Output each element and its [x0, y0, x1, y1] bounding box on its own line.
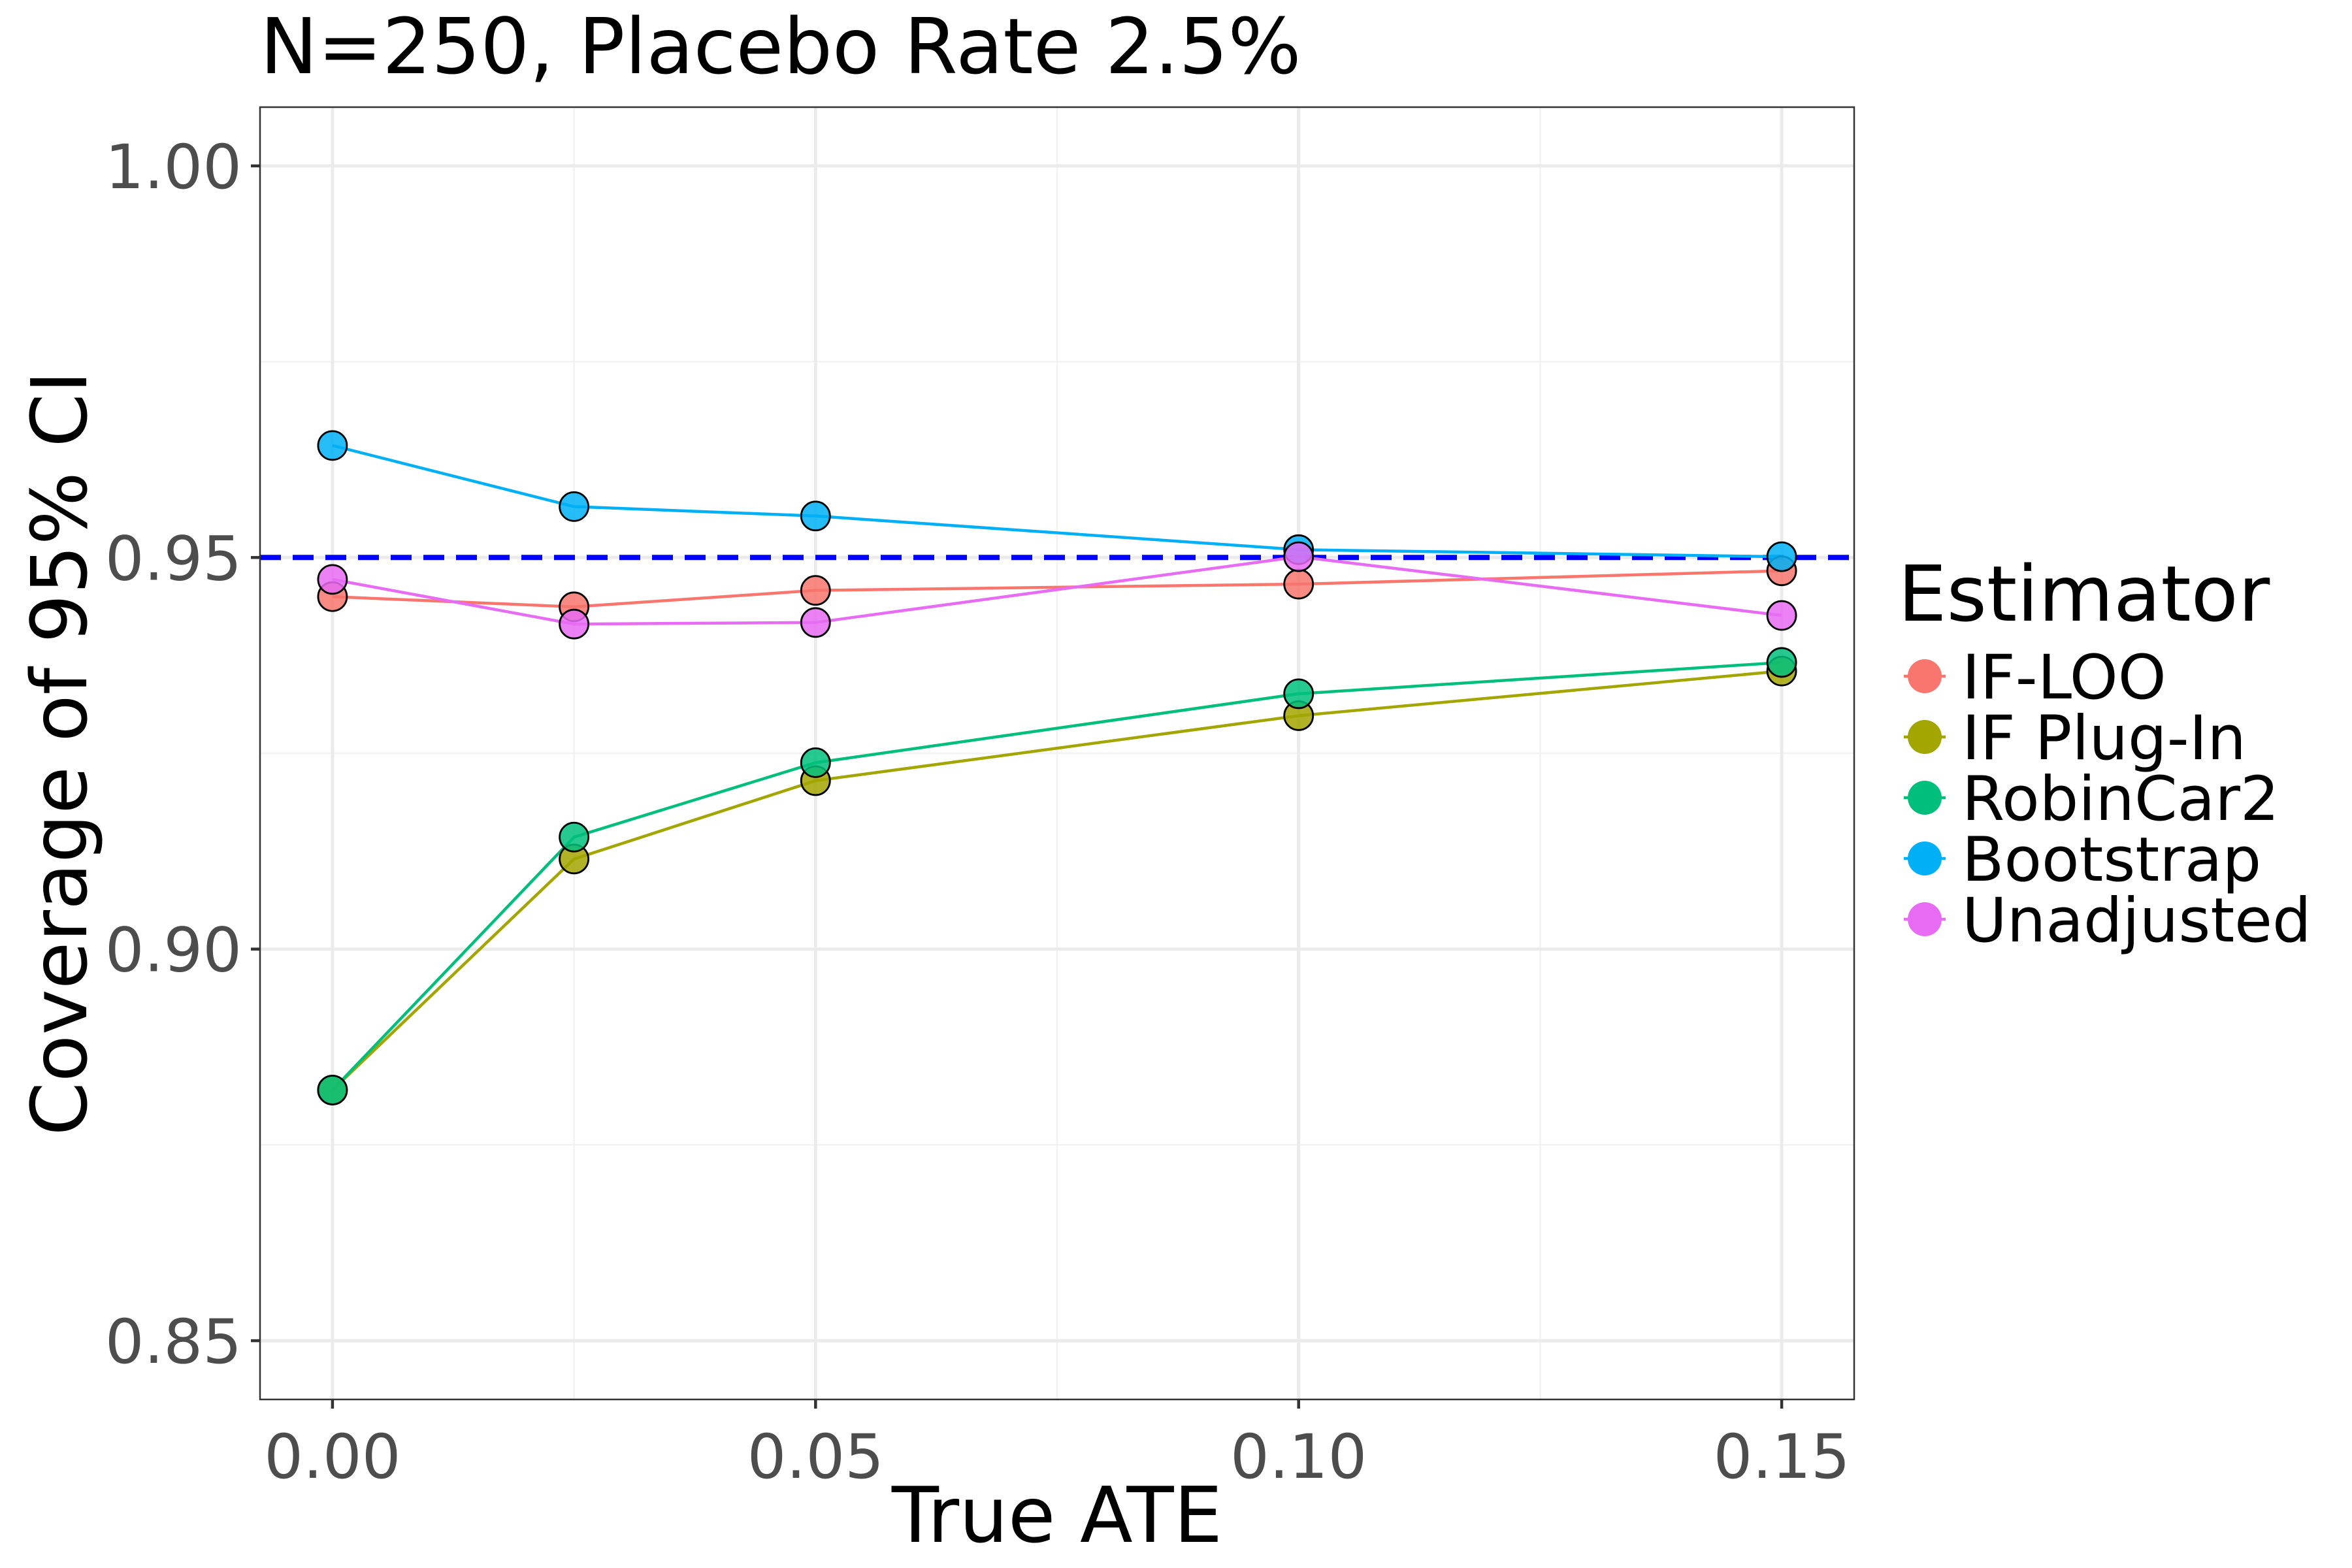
data-point-unadjusted: [317, 564, 348, 595]
legend-item-unadjusted: Unadjusted: [1904, 885, 2311, 956]
x-tick-label: 0.10: [1230, 1422, 1367, 1493]
data-point-robincar2: [559, 821, 590, 853]
y-tick-label: 0.90: [105, 915, 242, 987]
legend-item-if-plug-in: IF Plug-In: [1904, 703, 2246, 774]
legend-label: IF Plug-In: [1962, 703, 2246, 774]
data-point-unadjusted: [1283, 541, 1315, 572]
data-point-bootstrap: [800, 500, 831, 532]
y-axis-title: Coverage of 95% CI: [14, 370, 105, 1135]
x-axis: 0.00 0.05 0.10 0.15: [264, 1399, 1850, 1493]
legend-label: RobinCar2: [1962, 764, 2279, 835]
data-point-if-loo: [800, 575, 831, 606]
data-point-unadjusted: [559, 608, 590, 640]
legend-key-dot: [1908, 781, 1942, 815]
y-tick-label: 0.85: [105, 1307, 242, 1378]
data-point-robincar2: [1766, 647, 1797, 678]
legend-title: Estimator: [1898, 549, 2270, 639]
data-point-robincar2: [800, 747, 831, 778]
y-tick-label: 1.00: [105, 132, 242, 203]
data-point-bootstrap: [559, 491, 590, 522]
legend-key-dot: [1908, 902, 1942, 936]
data-point-bootstrap: [317, 430, 348, 461]
legend-item-if-loo: IF-LOO: [1904, 642, 2166, 713]
legend-item-robincar2: RobinCar2: [1904, 764, 2279, 835]
data-point-if-loo: [1283, 568, 1315, 600]
panel-border: [259, 106, 1855, 1401]
plot-panel: [259, 106, 1855, 1401]
data-point-unadjusted: [800, 607, 831, 638]
legend-label: Bootstrap: [1962, 825, 2261, 896]
data-point-robincar2: [1283, 678, 1315, 710]
legend-key-dot: [1908, 841, 1942, 875]
chart-title: N=250, Placebo Rate 2.5%: [260, 1, 1301, 91]
legend-label: Unadjusted: [1962, 885, 2311, 956]
legend-key-dot: [1908, 659, 1942, 693]
x-axis-title: True ATE: [891, 1470, 1222, 1560]
x-tick-label: 0.15: [1713, 1422, 1850, 1493]
data-point-unadjusted: [1766, 600, 1797, 631]
series-points: [317, 430, 1797, 1105]
y-tick-label: 0.95: [105, 523, 242, 595]
y-axis: 0.85 0.90 0.95 1.00: [105, 132, 260, 1378]
legend-item-bootstrap: Bootstrap: [1904, 825, 2261, 896]
data-point-bootstrap: [1766, 541, 1797, 572]
x-tick-label: 0.00: [264, 1422, 400, 1493]
x-tick-label: 0.05: [747, 1422, 884, 1493]
legend-key-dot: [1908, 720, 1942, 754]
data-point-robincar2: [317, 1075, 348, 1105]
legend-label: IF-LOO: [1962, 642, 2166, 713]
